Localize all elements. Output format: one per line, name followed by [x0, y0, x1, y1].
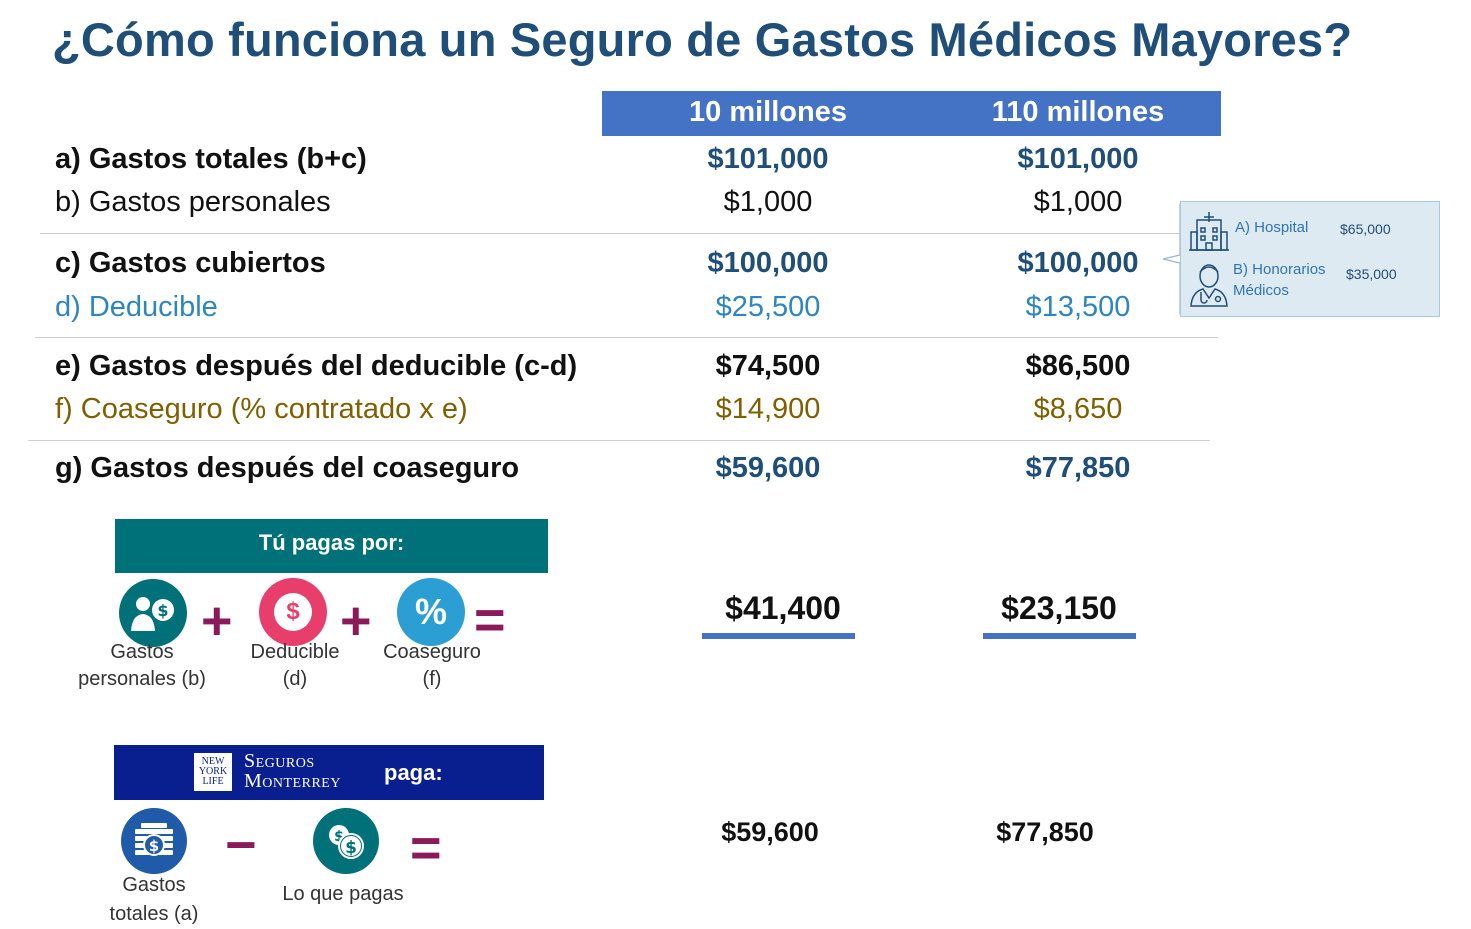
row-label-gastos-cubiertos: c) Gastos cubiertos	[55, 247, 326, 279]
honorarios-value: $35,000	[1346, 266, 1397, 282]
honorarios-label-line1: B) Honorarios	[1233, 261, 1326, 278]
logo-line: LIFE	[202, 776, 224, 787]
underline	[702, 633, 855, 639]
row-value-coaseguro-110: $8,650	[1033, 393, 1123, 425]
equals-operator: =	[474, 590, 506, 650]
logo-line: NEW	[201, 756, 225, 767]
doctor-icon	[1190, 264, 1228, 307]
caption-line: (d)	[282, 668, 308, 690]
column-header-bar: 10 millones 110 millones	[602, 91, 1221, 136]
caption-line: Deducible	[250, 641, 340, 663]
row-value-gastos-totales-10: $101,000	[707, 143, 829, 175]
plus-operator: +	[340, 591, 372, 651]
deductible-icon: $	[259, 578, 327, 646]
row-label-gastos-despues-deducible: e) Gastos después del deducible (c-d)	[55, 350, 578, 382]
caption-gastos-totales: Gastos totales (a)	[74, 871, 234, 929]
page-title: ¿Cómo funciona un Seguro de Gastos Médic…	[52, 13, 1353, 66]
svg-text:$: $	[149, 837, 159, 855]
personal-expenses-icon: $	[119, 579, 187, 647]
svg-text:$: $	[345, 838, 357, 858]
hospital-value: $65,000	[1340, 221, 1391, 237]
row-label-gastos-totales: a) Gastos totales (b+c)	[55, 143, 367, 175]
caption-coaseguro: Coaseguro (f)	[372, 639, 492, 693]
insurer-pays-total-110: $77,850	[996, 817, 1094, 847]
row-value-gastos-totales-110: $101,000	[1017, 143, 1139, 175]
honorarios-label-line2: Médicos	[1233, 282, 1289, 299]
caption-line: personales (b)	[78, 668, 206, 690]
divider	[35, 337, 1218, 338]
column-header-10-millones: 10 millones	[689, 96, 847, 128]
caption-line: Gastos	[110, 641, 174, 663]
row-value-gastos-cubiertos-110: $100,000	[1017, 247, 1139, 279]
caption-gastos-personales: Gastos personales (b)	[62, 639, 222, 693]
caption-lo-que-pagas: Lo que pagas	[282, 883, 404, 905]
banner-suffix: paga:	[384, 760, 443, 785]
you-pay-total-10: $41,400	[725, 590, 841, 626]
brand-line: Monterrey	[244, 770, 341, 792]
coins-icon: $ $	[313, 808, 379, 874]
row-label-deducible: d) Deducible	[55, 291, 218, 323]
caption-line: (f)	[422, 668, 442, 690]
money-stack-icon: $	[121, 808, 187, 874]
row-value-gastos-despues-coaseguro-10: $59,600	[715, 452, 821, 484]
divider	[40, 233, 1220, 234]
row-value-deducible-10: $25,500	[715, 291, 821, 323]
percent-icon: %	[397, 578, 465, 646]
caption-line: totales (a)	[109, 903, 199, 925]
svg-text:$: $	[157, 601, 168, 620]
dollar-symbol: $	[274, 593, 312, 631]
hospital-icon	[1189, 212, 1229, 251]
row-value-deducible-110: $13,500	[1025, 291, 1131, 323]
insurer-pays-banner: NEW YORK LIFE Seguros Monterrey paga:	[114, 745, 544, 800]
row-value-gastos-cubiertos-10: $100,000	[707, 247, 829, 279]
underline	[983, 633, 1136, 639]
you-pay-banner: Tú pagas por:	[115, 519, 548, 573]
row-value-gastos-despues-coaseguro-110: $77,850	[1025, 452, 1131, 484]
logo-line: YORK	[198, 766, 228, 777]
caption-line: Gastos	[122, 874, 186, 896]
new-york-life-logo: NEW YORK LIFE	[194, 753, 232, 791]
row-value-gastos-personales-110: $1,000	[1033, 186, 1123, 218]
svg-text:$: $	[334, 829, 344, 845]
covered-expenses-breakdown: A) Hospital $65,000 B) Honorarios Médico…	[1180, 201, 1440, 317]
row-label-coaseguro: f) Coaseguro (% contratado x e)	[55, 393, 468, 425]
row-value-coaseguro-10: $14,900	[715, 393, 821, 425]
row-value-gastos-despues-deducible-10: $74,500	[715, 350, 821, 382]
row-value-gastos-despues-deducible-110: $86,500	[1025, 350, 1131, 382]
brand-line: Seguros	[244, 750, 315, 772]
row-label-gastos-personales: b) Gastos personales	[55, 186, 331, 218]
row-value-gastos-personales-10: $1,000	[723, 186, 813, 218]
hospital-label: A) Hospital	[1235, 219, 1309, 236]
you-pay-total-110: $23,150	[1001, 590, 1117, 626]
divider	[28, 440, 1210, 441]
insurer-pays-total-10: $59,600	[721, 817, 819, 847]
equals-operator: =	[410, 818, 442, 878]
row-label-gastos-despues-coaseguro: g) Gastos después del coaseguro	[55, 452, 520, 484]
plus-operator: +	[201, 591, 233, 651]
caption-deducible: Deducible (d)	[235, 639, 355, 693]
brand-name: Seguros Monterrey	[244, 751, 341, 791]
caption-line: Coaseguro	[383, 641, 481, 663]
minus-operator: −	[225, 815, 257, 875]
column-header-110-millones: 110 millones	[991, 96, 1165, 128]
